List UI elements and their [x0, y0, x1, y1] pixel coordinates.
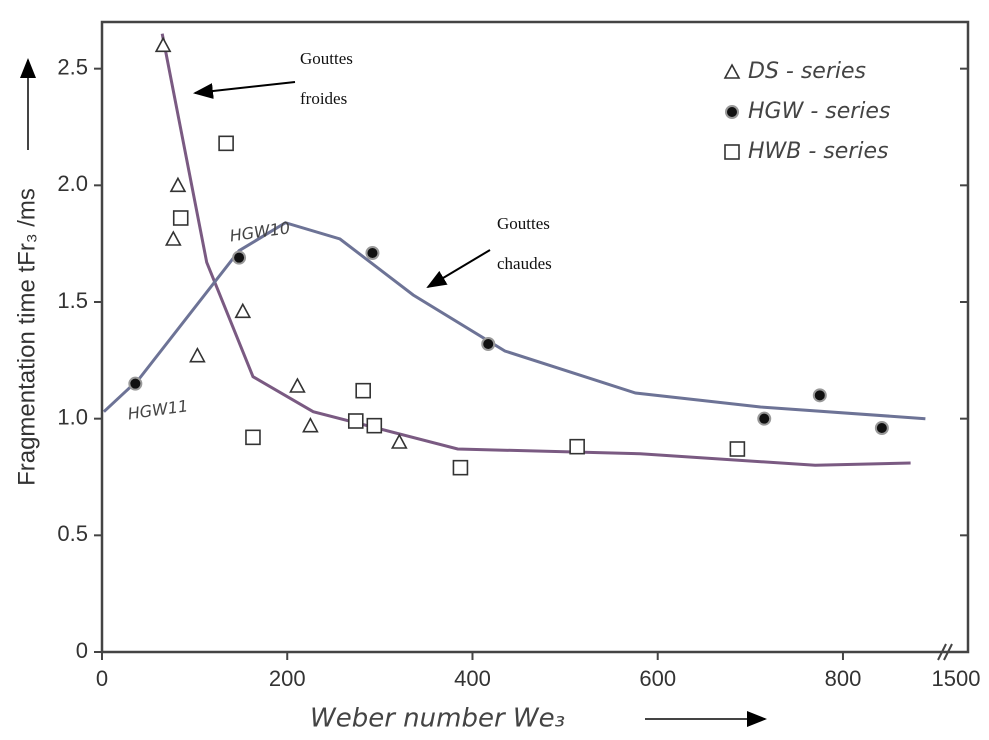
plot-frame — [100, 20, 970, 654]
triangle-marker — [390, 433, 408, 449]
dot-marker — [812, 388, 827, 403]
dot-marker — [365, 246, 380, 260]
dot-marker — [232, 250, 247, 265]
x-tick-label: 800 — [825, 666, 862, 691]
handwritten-label: HGW11 — [127, 396, 190, 423]
legend-label: HGW - series — [748, 99, 890, 124]
annotation-arrow — [193, 81, 296, 99]
square-marker — [569, 438, 585, 455]
annotation: chaudes — [497, 254, 552, 273]
annotation-arrow — [426, 249, 491, 289]
legend-label: DS - series — [748, 59, 866, 84]
legend-label: HWB - series — [748, 139, 888, 164]
square-marker — [366, 417, 383, 434]
legend-marker — [724, 144, 740, 160]
square-marker — [172, 210, 189, 226]
square-marker — [729, 441, 746, 457]
triangle-marker — [169, 176, 187, 193]
curve — [102, 221, 926, 421]
triangle-marker — [234, 302, 252, 319]
triangle-marker — [289, 377, 306, 393]
y-tick-label: 2.0 — [57, 171, 88, 196]
dot-marker — [481, 337, 496, 351]
annotation: Gouttes — [497, 214, 550, 233]
axis-break — [937, 643, 953, 661]
annotation: froides — [300, 89, 347, 108]
y-tick-label: 0 — [76, 638, 88, 663]
annotation: Gouttes — [300, 49, 353, 68]
triangle-marker — [302, 416, 319, 433]
square-marker — [218, 135, 234, 152]
y-tick-label: 1.5 — [57, 288, 88, 313]
y-tick-label: 1.0 — [57, 404, 88, 429]
square-marker — [347, 413, 364, 429]
legend-marker — [725, 105, 739, 119]
y-tick-label: 0.5 — [57, 521, 88, 546]
x-tick-label: 0 — [96, 666, 108, 691]
x-tick-label: 600 — [639, 666, 676, 691]
x-axis-label: Weber number We₃ — [310, 704, 565, 734]
triangle-marker — [154, 36, 172, 53]
triangle-marker — [189, 346, 206, 363]
square-marker — [245, 429, 261, 446]
legend-marker — [723, 63, 741, 79]
triangle-marker — [164, 230, 182, 246]
x-break-label: 1500 — [932, 666, 981, 691]
x-tick-label: 400 — [454, 666, 491, 691]
dot-marker — [128, 376, 143, 391]
y-tick-label: 2.5 — [57, 54, 88, 79]
square-marker — [452, 459, 469, 476]
handwritten-label: HGW10 — [229, 218, 292, 245]
dot-marker — [874, 421, 889, 435]
y-axis-label: Fragmentation time tFr₃ /ms — [13, 188, 40, 486]
square-marker — [355, 382, 371, 399]
x-tick-label: 200 — [269, 666, 306, 691]
dot-marker — [757, 411, 772, 426]
